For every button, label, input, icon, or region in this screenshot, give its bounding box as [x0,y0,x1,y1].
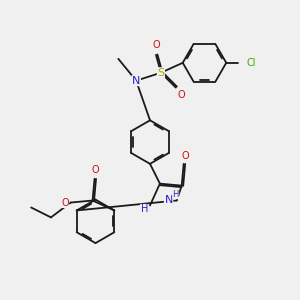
Text: O: O [61,197,69,208]
Text: H: H [141,204,148,214]
Text: O: O [178,89,186,100]
Text: N: N [164,196,173,206]
Text: Cl: Cl [246,58,256,68]
Text: S: S [158,68,164,78]
Text: N: N [132,76,140,85]
Text: H: H [172,190,179,199]
Text: O: O [182,151,190,161]
Text: O: O [152,40,160,50]
Text: O: O [92,165,99,175]
